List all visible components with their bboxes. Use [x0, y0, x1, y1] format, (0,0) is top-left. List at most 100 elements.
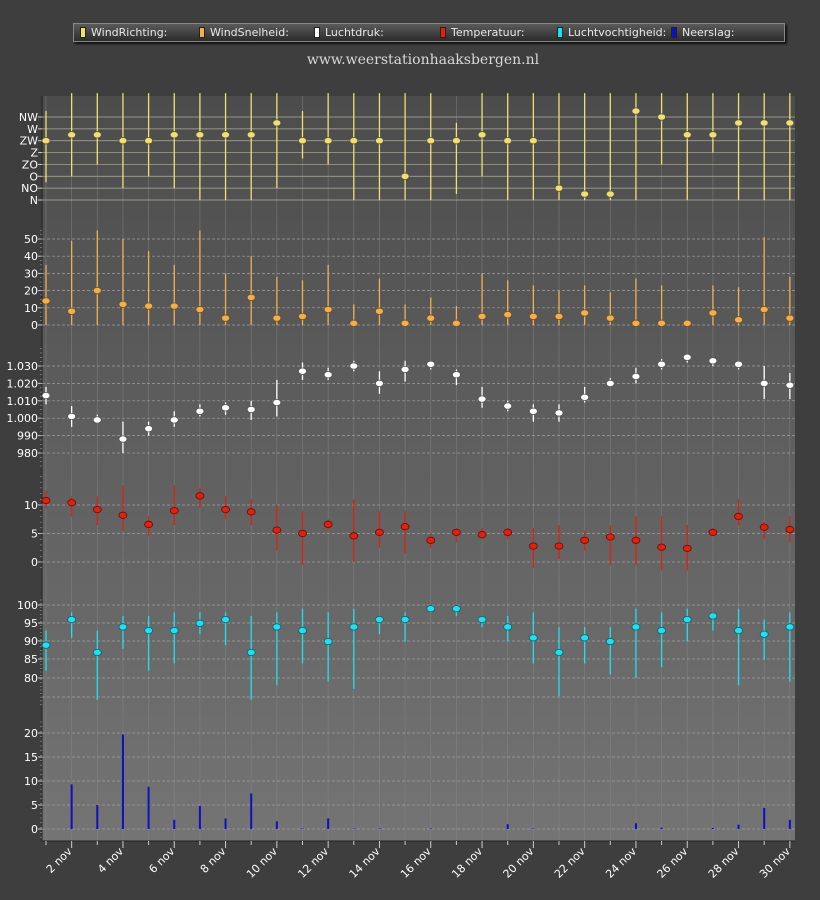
data-point [375, 137, 384, 145]
data-point [246, 131, 256, 139]
data-point [785, 525, 795, 534]
legend-swatch [671, 27, 677, 38]
data-point [503, 402, 513, 410]
legend-swatch [440, 27, 446, 38]
y-tick-label: NO [21, 182, 38, 195]
data-point [477, 531, 487, 539]
data-point [477, 131, 487, 139]
legend-item-neerslag: Neerslag: [671, 25, 735, 40]
legend-item-luchtdruk: Luchtdruk: [314, 25, 384, 40]
y-tick-label: ZO [22, 158, 39, 171]
y-tick-label: 0 [31, 823, 38, 836]
y-tick-label: 5 [31, 799, 38, 812]
precip-bar [275, 821, 278, 829]
data-point [169, 626, 179, 635]
data-point [298, 137, 307, 145]
data-point [708, 612, 718, 620]
data-point [657, 360, 666, 368]
data-point [400, 172, 410, 180]
y-tick-label: 1.010 [7, 395, 39, 408]
data-point [759, 305, 769, 314]
precip-bar [70, 784, 73, 829]
y-tick-label: 50 [24, 233, 38, 246]
data-point [682, 353, 692, 361]
data-point [682, 615, 692, 624]
data-point [734, 360, 743, 368]
data-point [708, 131, 718, 139]
data-point [477, 395, 487, 403]
x-tick-label: 8 nov [198, 845, 229, 876]
data-point [657, 113, 666, 121]
plot-area [42, 96, 795, 841]
data-point [631, 107, 641, 115]
data-point [580, 536, 590, 544]
x-tick-label: 12 nov [295, 845, 331, 881]
data-point [605, 533, 615, 541]
x-tick-label: 26 nov [655, 845, 691, 881]
data-point [92, 131, 102, 139]
data-point [631, 623, 641, 631]
data-point [169, 131, 179, 139]
data-point [67, 615, 77, 624]
data-point [503, 137, 513, 145]
y-tick-label: O [29, 170, 38, 183]
data-point [426, 605, 436, 613]
data-point [759, 630, 769, 638]
precip-bar [763, 807, 766, 829]
data-point [349, 623, 359, 631]
data-point [580, 309, 590, 317]
data-point [41, 496, 51, 505]
x-tick-label: 16 nov [398, 845, 434, 881]
legend-swatch [199, 27, 205, 38]
legend-item-windsnelheid: WindSnelheid: [199, 25, 289, 40]
data-point [605, 190, 615, 198]
data-point [67, 307, 77, 315]
data-point [298, 312, 307, 320]
data-point [246, 508, 256, 516]
data-point [785, 119, 795, 127]
x-tick-label: 28 nov [706, 845, 742, 881]
legend-label: WindRichting: [91, 26, 168, 39]
data-point [349, 362, 359, 370]
data-point [503, 311, 513, 319]
data-point [734, 316, 743, 324]
data-point [323, 637, 333, 646]
data-point [92, 648, 102, 657]
data-point [67, 499, 77, 507]
legend-label: WindSnelheid: [210, 26, 289, 39]
y-tick-label: 10 [24, 775, 38, 788]
data-point [400, 319, 410, 327]
data-point [734, 119, 743, 127]
data-point [221, 404, 230, 412]
data-point [272, 119, 282, 127]
data-point [682, 319, 692, 327]
y-tick-label: 90 [24, 635, 38, 648]
y-tick-label: 10 [24, 302, 38, 315]
data-point [759, 523, 769, 531]
y-tick-label: Z [30, 147, 38, 160]
y-tick-label: 30 [24, 267, 38, 280]
data-point [785, 381, 795, 389]
precip-bar [634, 823, 637, 829]
precip-bar [660, 827, 663, 829]
data-point [67, 412, 77, 421]
data-point [221, 314, 230, 322]
x-tick-label: 6 nov [146, 845, 177, 876]
y-tick-label: 10 [24, 499, 38, 512]
data-point [426, 314, 436, 322]
data-point [426, 360, 436, 368]
data-point [144, 302, 154, 310]
precip-bar [327, 818, 330, 829]
data-point [528, 542, 538, 550]
precip-bar [121, 734, 124, 829]
data-point [554, 409, 564, 417]
data-point [554, 648, 564, 657]
data-point [682, 131, 692, 139]
data-point [118, 623, 128, 631]
data-point [169, 302, 179, 310]
data-point [118, 435, 128, 443]
x-tick-label: 22 nov [552, 845, 588, 881]
y-tick-label: 100 [17, 599, 38, 612]
data-point [605, 379, 615, 387]
legend-label: Luchtvochtigheid: [568, 26, 667, 39]
